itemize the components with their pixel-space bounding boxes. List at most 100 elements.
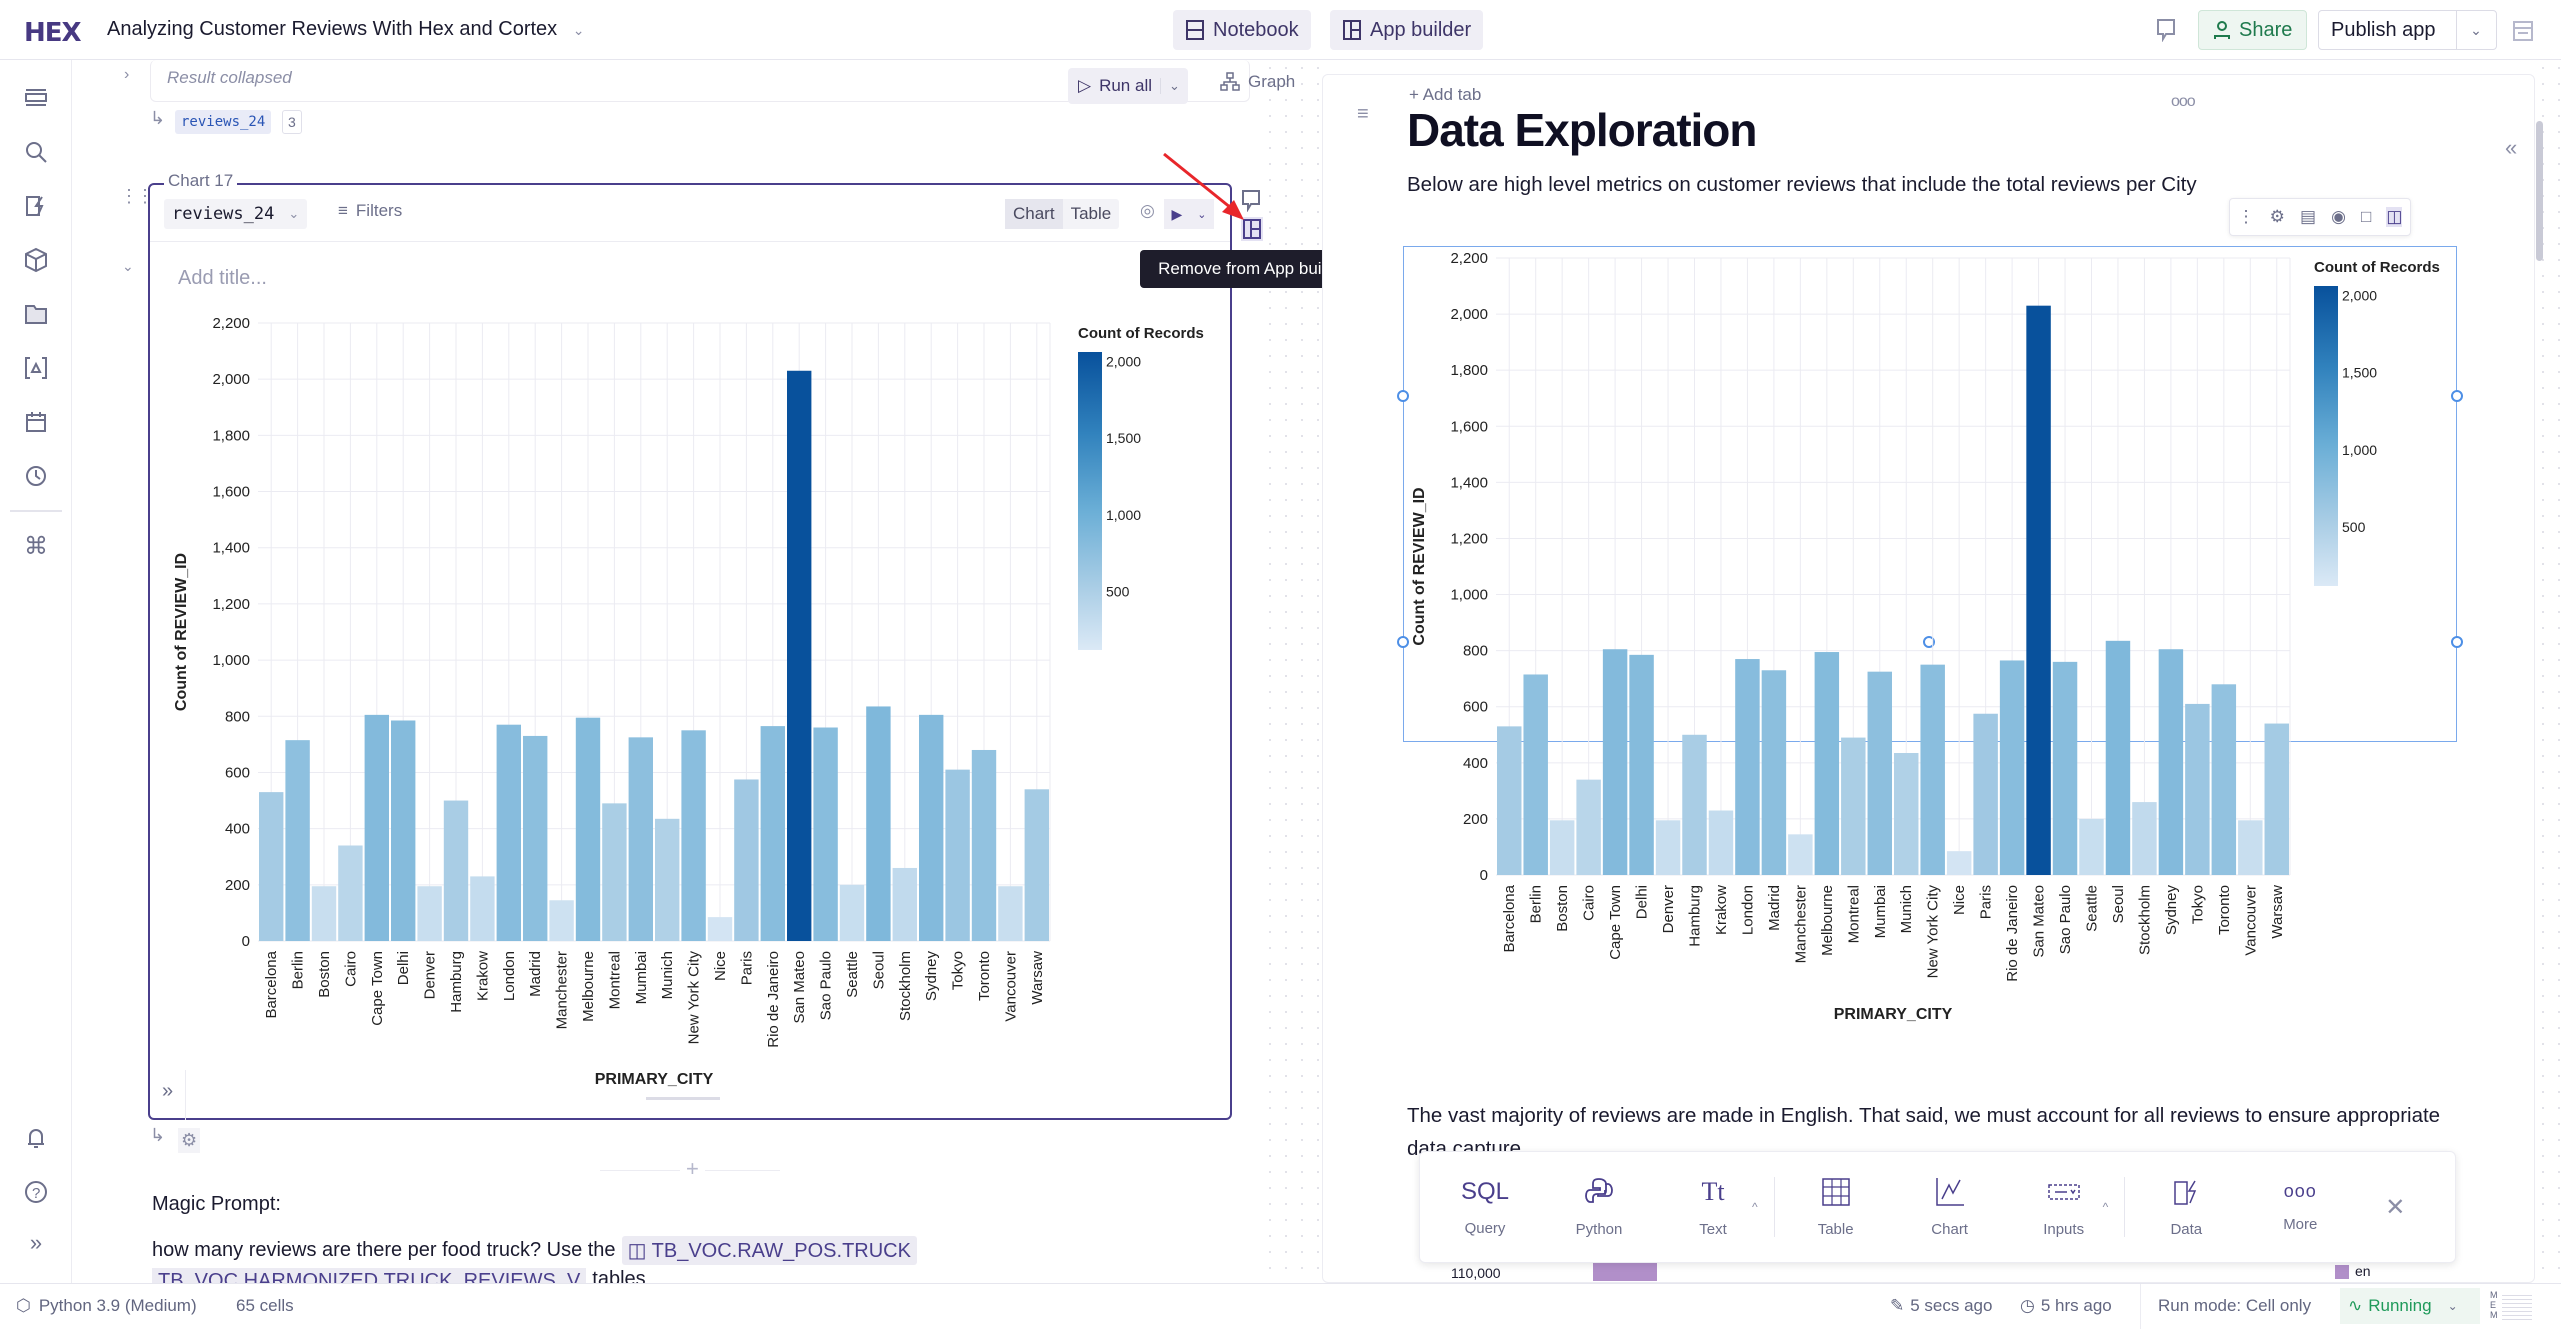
chart-settings-gear-icon[interactable]: ⚙ [178,1128,201,1153]
inputs-options-chevron-icon[interactable]: ^ [2102,1200,2109,1214]
share-button[interactable]: Share [2198,10,2308,50]
more-cells-button[interactable]: ooo More [2255,1181,2345,1233]
graph-button[interactable]: Graph [1220,72,1295,92]
hex-logo[interactable]: HEX [24,18,82,48]
resize-handle[interactable] [646,1097,720,1100]
drag-handle-icon[interactable]: ⋮ [2237,207,2255,226]
close-toolbar-icon[interactable]: ✕ [2385,1193,2406,1221]
last-edited[interactable]: ✎ 5 secs ago [1890,1296,1992,1316]
app-builder-icon [1343,20,1361,40]
add-data-cell-button[interactable]: Data [2141,1177,2231,1238]
tab-table[interactable]: Table [1070,204,1112,223]
view-toggle: Chart Table [1005,199,1120,229]
chart-line-icon [1935,1177,1964,1206]
run-all-label: Run all [1099,76,1152,95]
expand-result-chevron-icon[interactable]: › [124,66,130,83]
query-label: Query [1464,1219,1506,1237]
add-input-cell-button[interactable]: Inputs [2019,1177,2109,1238]
more-options-icon[interactable]: ooo [2171,93,2196,110]
app-builder-toggle-icon[interactable]: ◫ [2386,207,2403,227]
cell-label[interactable]: Chart 17 [164,171,238,191]
table-ref-chip[interactable]: TB_VOC.HARMONIZED.TRUCK_REVIEWS_V [152,1268,587,1283]
result-collapsed-text: Result collapsed [167,68,292,87]
table-ref-chip[interactable]: ◫ TB_VOC.RAW_POS.TRUCK [621,1236,917,1265]
collapse-cell-chevron-icon[interactable]: ⌄ [122,258,134,274]
filters-button[interactable]: ≡ Filters [338,201,402,221]
visibility-eye-icon[interactable]: ◉ [2331,207,2346,226]
magic-prompt-text-line2: TB_VOC.HARMONIZED.TRUCK_REVIEWS_V tables [152,1268,646,1283]
run-all-dropdown-icon[interactable]: ⌄ [1160,78,1188,94]
help-icon[interactable]: ? [22,1178,50,1206]
expand-sidebar-icon[interactable]: » [29,1230,43,1255]
magic-prompt-label: Magic Prompt: [152,1193,281,1215]
more-icon: ooo [2283,1181,2317,1201]
add-table-cell-button[interactable]: Table [1791,1177,1881,1238]
run-cell-button[interactable]: ▶ ⌄ [1164,199,1214,229]
resize-handle[interactable] [1397,390,1409,402]
run-all-button[interactable]: ▷ Run all ⌄ [1068,68,1188,104]
sidebar-panel-icon[interactable] [2512,20,2534,42]
bell-icon[interactable] [22,1124,50,1152]
element-toolbar: ⋮ ⚙ ▤ ◉ □ ◫ [2229,198,2411,236]
status-bar: ⬡ Python 3.9 (Medium) 65 cells ✎ 5 secs ag… [0,1283,2561,1329]
add-chart-cell-button[interactable]: Chart [1905,1177,1995,1238]
table-icon [1821,1177,1850,1206]
visibility-icon[interactable]: ◎ [1140,201,1155,220]
resize-handle[interactable] [1923,636,1935,648]
collapsed-result[interactable]: Result collapsed [150,60,1250,102]
app-builder-mode-button[interactable]: App builder [1330,10,1484,50]
add-cell-plus-icon[interactable]: + [680,1156,705,1182]
output-variable-chip[interactable]: reviews_24 [175,110,272,134]
next-chart-ytick: 110,000 [1451,1265,1501,1281]
files-icon[interactable] [22,300,50,328]
output-arrow-icon: ↳ [150,108,166,128]
app-title[interactable]: Data Exploration [1407,104,1758,156]
components-icon[interactable] [22,246,50,274]
resize-handle[interactable] [1397,636,1409,648]
add-tab-button[interactable]: + Add tab [1409,85,1482,104]
comment-icon[interactable] [1240,188,1264,212]
notebook-mode-button[interactable]: Notebook [1173,10,1311,50]
data-connections-icon[interactable] [22,192,50,220]
comment-icon[interactable] [2156,18,2176,42]
settings-gear-icon[interactable]: ⚙ [2269,207,2285,226]
chart-title-input[interactable]: Add title... [178,267,267,289]
remove-from-app-builder-icon[interactable] [1240,216,1264,242]
next-chart-legend-swatch [2335,1265,2349,1279]
dataframe-select[interactable]: reviews_24 ⌄ [164,199,308,229]
history-icon[interactable] [22,462,50,490]
text-options-chevron-icon[interactable]: ^ [1752,1200,1758,1214]
scrollbar[interactable] [2536,121,2543,261]
publish-dropdown-chevron-icon[interactable]: ⌄ [2455,11,2496,49]
run-mode[interactable]: Run mode: Cell only [2158,1296,2312,1315]
add-python-cell-button[interactable]: Python [1554,1177,1644,1238]
kernel-info[interactable]: ⬡ Python 3.9 (Medium) [16,1296,197,1316]
search-icon[interactable] [22,138,50,166]
outline-list-icon[interactable]: ≡ [1357,103,1369,125]
variables-icon[interactable] [22,354,50,382]
version-history[interactable]: ◷ 5 hrs ago [2020,1296,2112,1316]
layout-icon[interactable]: ▤ [2299,207,2316,226]
resize-handle[interactable] [2451,390,2463,402]
outline-icon[interactable] [22,84,50,112]
resize-handle[interactable] [2451,636,2463,648]
selected-chart-frame[interactable] [1403,246,2457,742]
app-intro-text[interactable]: Below are high level metrics on customer… [1407,173,2197,196]
add-text-cell-button[interactable]: Tt Text [1668,1177,1758,1238]
schedule-icon[interactable] [22,408,50,436]
pencil-icon: ✎ [1890,1296,1905,1315]
tab-chart[interactable]: Chart [1005,199,1063,229]
publish-app-button[interactable]: Publish app ⌄ [2318,10,2497,50]
add-sql-cell-button[interactable]: SQL Query [1440,1178,1530,1237]
expand-config-icon[interactable]: » [150,1070,186,1120]
project-title[interactable]: Analyzing Customer Reviews With Hex and … [107,18,584,41]
cell-divider [150,241,1230,242]
output-arrow-icon: ↳ [150,1125,166,1145]
command-icon[interactable]: ⌘ [24,533,48,560]
kernel-status-button[interactable]: ∿ Running ⌄ [2340,1288,2480,1324]
publish-label: Publish app [2331,18,2436,41]
drag-handle-icon[interactable]: ⋮⋮ [120,186,154,206]
run-dropdown-icon[interactable]: ⌄ [1197,208,1207,221]
comment-icon[interactable]: □ [2361,207,2372,226]
collapse-panel-icon[interactable]: « [2505,135,2518,160]
